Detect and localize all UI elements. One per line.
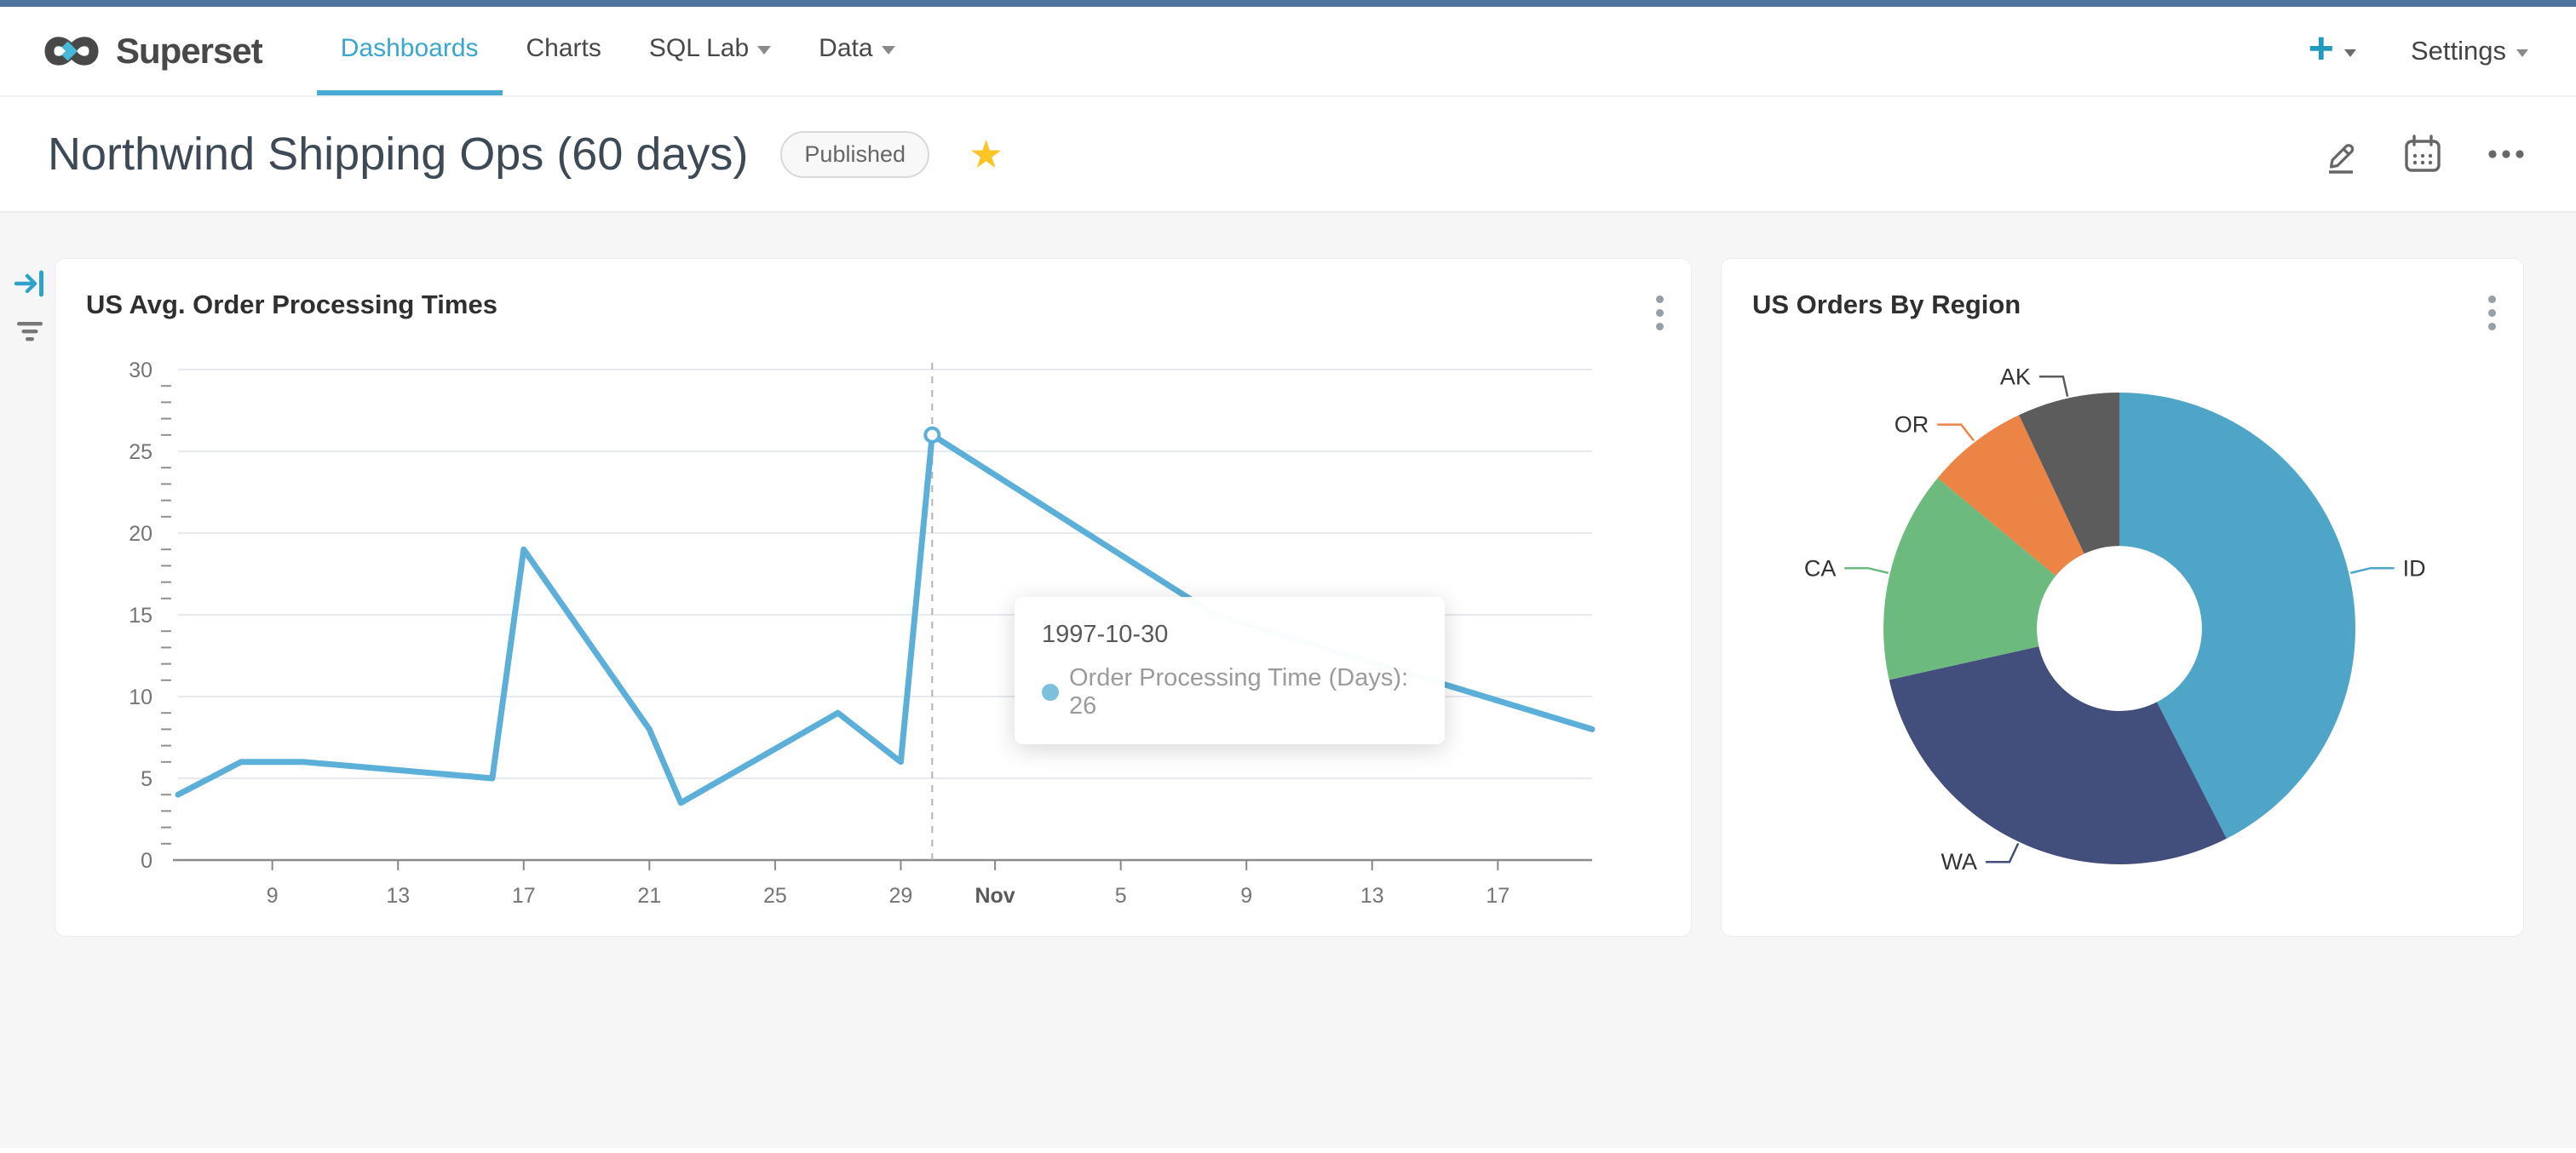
label-line-wa [1986,842,2020,863]
superset-logo-icon [44,37,99,66]
chart-menu-button[interactable] [1651,284,1669,341]
favorite-star-icon[interactable]: ★ [969,132,1004,176]
chart-card-orders-by-region: US Orders By Region ID WA CA OR AK [1721,258,2524,937]
chart-card-order-processing: US Avg. Order Processing Times 0 5 10 15 20 2… [55,258,1692,937]
line-chart-canvas[interactable]: 0 5 10 15 20 25 30 9 13 17 21 25 29 Nov 5 9 13 17 [55,259,1693,938]
arrow-to-bar-icon [14,270,43,297]
svg-text:5: 5 [1115,884,1127,908]
add-new-button[interactable]: + [2309,26,2356,71]
nav-item-sql-lab[interactable]: SQL Lab [625,7,795,95]
svg-text:25: 25 [129,440,152,464]
svg-text:17: 17 [1486,884,1509,908]
edit-pencil-icon [2329,144,2355,174]
dashboard-body: US Avg. Order Processing Times 0 5 10 15 20 2… [0,213,2576,1148]
svg-text:10: 10 [129,685,152,709]
pie-slice-id[interactable] [2119,393,2356,839]
svg-text:9: 9 [267,884,279,908]
filter-rail [0,213,51,1148]
tooltip-series-row: Order Processing Time (Days): 26 [1042,664,1417,720]
slice-label-wa: WA [1941,849,1977,875]
label-line-id [2350,567,2395,575]
svg-text:29: 29 [889,884,913,908]
top-navbar: Superset Dashboards Charts SQL Lab Data … [0,7,2576,97]
svg-text:9: 9 [1240,884,1252,908]
pie-slice-ak[interactable] [2019,393,2119,554]
calendar-icon [2405,135,2441,172]
caret-down-icon [2343,49,2356,57]
svg-text:20: 20 [129,522,152,546]
x-axis: 9 13 17 21 25 29 Nov 5 9 13 17 [267,860,1509,908]
pie-slice-ca[interactable] [1883,478,2056,680]
svg-text:25: 25 [763,884,787,908]
svg-text:0: 0 [141,849,152,873]
svg-text:13: 13 [386,884,410,908]
series-line[interactable] [175,432,1596,806]
dashboard-actions [2320,134,2528,175]
window-chrome-strip [0,0,2576,7]
expand-filter-panel-button[interactable] [14,267,46,304]
slice-label-ak: AK [2000,364,2031,389]
more-actions-button[interactable] [2484,134,2528,175]
label-line-ak [2038,376,2069,397]
slice-label-id: ID [2403,555,2426,581]
edit-button[interactable] [2320,134,2361,175]
slice-label-or: OR [1895,412,1929,438]
svg-text:13: 13 [1360,884,1384,908]
label-line-ca [1844,567,1889,575]
nav-item-charts[interactable]: Charts [526,34,601,62]
main-nav: Dashboards Charts SQL Lab Data [316,7,919,95]
slice-label-ca: CA [1804,555,1837,581]
settings-menu[interactable]: Settings [2411,36,2528,66]
caret-down-icon [757,46,772,54]
navbar-right: + Settings [2309,7,2528,95]
svg-text:15: 15 [129,604,152,628]
published-badge[interactable]: Published [780,130,930,178]
chart-title: US Orders By Region [1752,290,2021,319]
svg-text:Nov: Nov [975,884,1015,908]
svg-text:30: 30 [129,359,152,382]
schedule-button[interactable] [2402,134,2443,175]
brand-text: Superset [116,31,263,71]
chart-title: US Avg. Order Processing Times [86,290,497,319]
caret-down-icon [2516,49,2528,57]
svg-text:17: 17 [512,884,536,908]
superset-brand[interactable]: Superset [41,7,263,95]
chart-menu-button[interactable] [2483,284,2501,341]
series-dot-icon [1042,684,1059,701]
y-axis: 0 5 10 15 20 25 30 [129,359,171,873]
chart-tooltip: 1997-10-30 Order Processing Time (Days):… [1015,597,1445,744]
donut-chart-canvas[interactable]: ID WA CA OR AK [1722,259,2525,938]
dashboard-header: Northwind Shipping Ops (60 days) Publish… [0,97,2576,213]
pie-slice-or[interactable] [1937,415,2084,576]
pie-slice-wa[interactable] [1889,646,2227,864]
svg-text:21: 21 [637,884,661,908]
tooltip-date: 1997-10-30 [1042,621,1169,648]
label-line-or [1937,423,1975,442]
page-title: Northwind Shipping Ops (60 days) [48,129,749,180]
caret-down-icon [881,46,895,54]
filter-lines-icon [17,322,43,341]
highlighted-point[interactable] [923,426,941,444]
plus-icon: + [2308,24,2334,73]
nav-item-data[interactable]: Data [795,7,918,95]
ellipsis-icon [2488,150,2524,158]
filter-icon[interactable] [14,318,46,352]
nav-item-dashboards[interactable]: Dashboards [316,7,503,95]
tooltip-series-text: Order Processing Time (Days): 26 [1069,664,1409,720]
svg-text:5: 5 [141,767,152,791]
